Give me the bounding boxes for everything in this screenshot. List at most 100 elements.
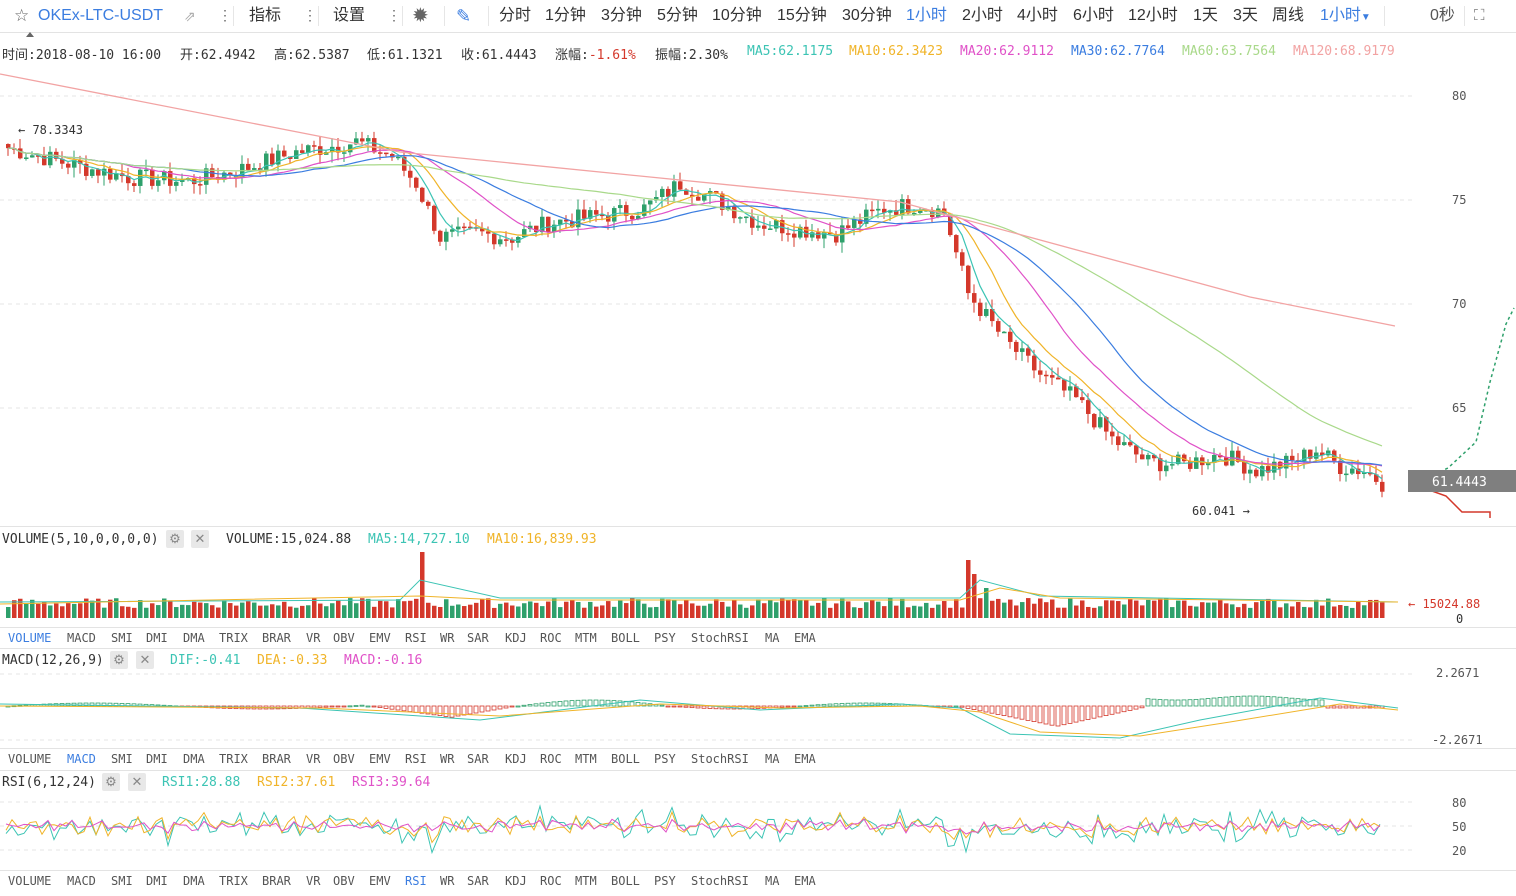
tab-dma[interactable]: DMA	[183, 874, 205, 888]
tab-dma[interactable]: DMA	[183, 631, 205, 645]
tab-obv[interactable]: OBV	[333, 874, 355, 888]
tab-rsi[interactable]: RSI	[405, 752, 427, 766]
close-icon[interactable]: ✕	[191, 530, 209, 548]
symbol-title[interactable]: OKEx-LTC-USDT	[38, 7, 164, 24]
settings-button[interactable]: 设置	[333, 7, 366, 24]
period-2[interactable]: 3分钟	[601, 7, 642, 24]
volume-chart[interactable]	[0, 550, 1516, 620]
tab-ema[interactable]: EMA	[794, 631, 816, 645]
tab-sar[interactable]: SAR	[467, 631, 489, 645]
indicator-button[interactable]: 指标	[249, 7, 282, 24]
tab-macd[interactable]: MACD	[67, 874, 96, 888]
tab-smi[interactable]: SMI	[111, 874, 133, 888]
tab-vr[interactable]: VR	[306, 752, 321, 766]
more-icon[interactable]: ⋮	[387, 7, 401, 23]
tab-roc[interactable]: ROC	[540, 752, 562, 766]
tab-trix[interactable]: TRIX	[219, 752, 248, 766]
tab-boll[interactable]: BOLL	[611, 631, 640, 645]
more-icon[interactable]: ⋮	[218, 7, 232, 23]
rsi-chart[interactable]	[0, 792, 1516, 868]
period-6[interactable]: 30分钟	[842, 7, 892, 24]
period-1[interactable]: 1分钟	[545, 7, 586, 24]
tab-roc[interactable]: ROC	[540, 874, 562, 888]
tab-smi[interactable]: SMI	[111, 631, 133, 645]
tab-dmi[interactable]: DMI	[146, 874, 168, 888]
gear-icon[interactable]: ⚙	[166, 530, 184, 548]
fullscreen-icon[interactable]: ⛶	[1474, 7, 1485, 24]
tab-stochrsi[interactable]: StochRSI	[691, 752, 749, 766]
period-9[interactable]: 4小时	[1017, 7, 1058, 24]
tab-dmi[interactable]: DMI	[146, 631, 168, 645]
tab-wr[interactable]: WR	[440, 874, 455, 888]
period-3[interactable]: 5分钟	[657, 7, 698, 24]
tab-ma[interactable]: MA	[765, 631, 780, 645]
tab-vr[interactable]: VR	[306, 631, 321, 645]
tab-trix[interactable]: TRIX	[219, 631, 248, 645]
tab-volume[interactable]: VOLUME	[8, 874, 52, 888]
tab-psy[interactable]: PSY	[654, 874, 676, 888]
period-10[interactable]: 6小时	[1073, 7, 1114, 24]
tab-psy[interactable]: PSY	[654, 752, 676, 766]
tab-wr[interactable]: WR	[440, 752, 455, 766]
tab-vr[interactable]: VR	[306, 874, 321, 888]
star-icon[interactable]: ☆	[14, 6, 30, 25]
tab-mtm[interactable]: MTM	[575, 631, 597, 645]
tab-obv[interactable]: OBV	[333, 631, 355, 645]
tab-roc[interactable]: ROC	[540, 631, 562, 645]
period-5[interactable]: 15分钟	[777, 7, 827, 24]
tab-boll[interactable]: BOLL	[611, 874, 640, 888]
tab-ema[interactable]: EMA	[794, 752, 816, 766]
tab-wr[interactable]: WR	[440, 631, 455, 645]
tab-boll[interactable]: BOLL	[611, 752, 640, 766]
tab-rsi[interactable]: RSI	[405, 874, 427, 888]
period-0[interactable]: 分时	[499, 7, 532, 24]
tab-volume[interactable]: VOLUME	[8, 752, 52, 766]
draw-pencil-icon[interactable]: ✎	[456, 6, 472, 26]
tab-brar[interactable]: BRAR	[262, 874, 291, 888]
collapse-arrow-icon[interactable]	[26, 32, 34, 37]
period-7[interactable]: 1小时	[906, 7, 947, 24]
external-link-icon[interactable]: ⇗	[184, 8, 196, 24]
tab-mtm[interactable]: MTM	[575, 752, 597, 766]
tab-psy[interactable]: PSY	[654, 631, 676, 645]
tab-ma[interactable]: MA	[765, 874, 780, 888]
period-14[interactable]: 周线	[1272, 7, 1305, 24]
tab-stochrsi[interactable]: StochRSI	[691, 874, 749, 888]
tab-sar[interactable]: SAR	[467, 874, 489, 888]
tab-rsi[interactable]: RSI	[405, 631, 427, 645]
tab-dmi[interactable]: DMI	[146, 752, 168, 766]
tab-brar[interactable]: BRAR	[262, 752, 291, 766]
macd-chart[interactable]	[0, 670, 1516, 746]
tab-trix[interactable]: TRIX	[219, 874, 248, 888]
gear-icon[interactable]: ⚙	[102, 773, 120, 791]
period-11[interactable]: 12小时	[1128, 7, 1178, 24]
tab-macd[interactable]: MACD	[67, 631, 96, 645]
tab-ma[interactable]: MA	[765, 752, 780, 766]
close-icon[interactable]: ✕	[136, 651, 154, 669]
tab-emv[interactable]: EMV	[369, 752, 391, 766]
period-8[interactable]: 2小时	[962, 7, 1003, 24]
tab-brar[interactable]: BRAR	[262, 631, 291, 645]
tab-kdj[interactable]: KDJ	[505, 752, 527, 766]
tab-volume[interactable]: VOLUME	[8, 631, 52, 645]
tab-ema[interactable]: EMA	[794, 874, 816, 888]
tab-obv[interactable]: OBV	[333, 752, 355, 766]
tab-smi[interactable]: SMI	[111, 752, 133, 766]
tab-stochrsi[interactable]: StochRSI	[691, 631, 749, 645]
period-4[interactable]: 10分钟	[712, 7, 762, 24]
more-icon[interactable]: ⋮	[303, 7, 317, 23]
tab-macd[interactable]: MACD	[67, 752, 96, 766]
close-icon[interactable]: ✕	[128, 773, 146, 791]
tab-dma[interactable]: DMA	[183, 752, 205, 766]
theme-sun-icon[interactable]: ✹	[412, 5, 429, 27]
period-13[interactable]: 3天	[1233, 7, 1258, 24]
period-12[interactable]: 1天	[1193, 7, 1218, 24]
tab-kdj[interactable]: KDJ	[505, 874, 527, 888]
selected-period-dropdown[interactable]: 1小时▼	[1320, 7, 1371, 24]
tab-emv[interactable]: EMV	[369, 631, 391, 645]
candlestick-chart[interactable]	[0, 62, 1516, 526]
tab-sar[interactable]: SAR	[467, 752, 489, 766]
tab-emv[interactable]: EMV	[369, 874, 391, 888]
gear-icon[interactable]: ⚙	[110, 651, 128, 669]
tab-mtm[interactable]: MTM	[575, 874, 597, 888]
